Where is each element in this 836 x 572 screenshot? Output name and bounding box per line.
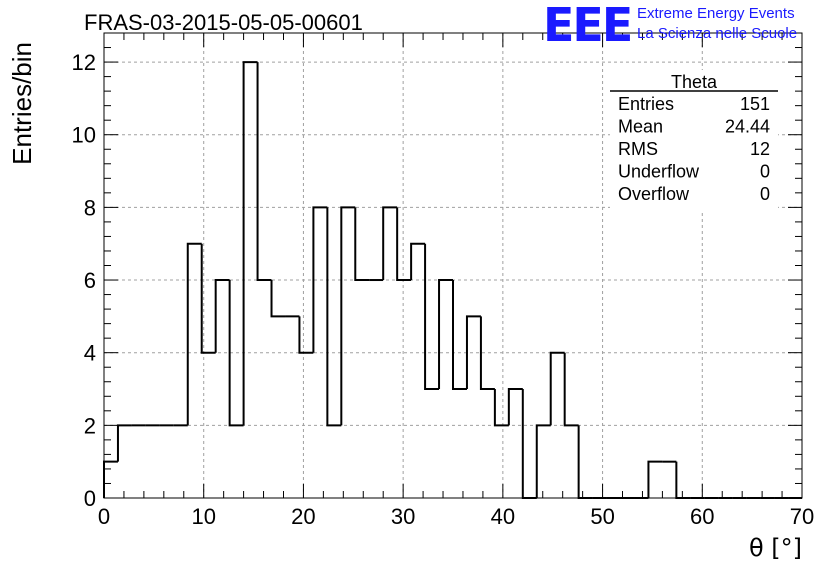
y-tick-label: 12 [72,50,96,75]
x-tick-label: 30 [391,504,415,529]
y-tick-label: 10 [72,123,96,148]
x-tick-label: 40 [491,504,515,529]
histogram-bin [493,389,509,427]
histogram-bin [675,461,691,499]
histogram-bin [479,316,495,391]
logo-subtitle-2: La Scienza nelle Scuole [637,25,798,42]
stats-row-value: 24.44 [725,117,770,137]
stats-row-value: 12 [750,139,770,159]
histogram-bin [549,351,565,426]
stats-row-label: Underflow [618,162,700,182]
stats-box-background [610,70,778,210]
histogram-bin [270,280,286,318]
histogram-bin [563,352,579,427]
stats-row-value: 0 [760,184,770,204]
y-tick-label: 2 [84,413,96,438]
x-tick-label: 10 [191,504,215,529]
histogram-bin [103,460,118,498]
x-tick-label: 70 [790,504,814,529]
stats-row-label: Mean [618,117,663,137]
histogram-bin [214,279,230,353]
histogram-bin [340,206,356,426]
histogram-bin [507,388,523,426]
histogram-bin [396,207,412,282]
y-tick-label: 0 [84,486,96,511]
histogram-bin [200,243,216,354]
stats-row-label: Overflow [618,184,690,204]
histogram-bin [438,279,453,390]
histogram-bin [354,207,370,282]
histogram-bin [465,315,481,390]
logo-subtitle-1: Extreme Energy Events [637,5,795,22]
stats-box-title: Theta [671,72,718,92]
histogram-bin [382,206,398,281]
stats-row-label: Entries [618,94,674,114]
stats-row-value: 0 [760,162,770,182]
y-tick-label: 6 [84,268,96,293]
histogram-bin [424,243,440,391]
x-tick-label: 50 [590,504,614,529]
stats-row-value: 151 [740,94,770,114]
stats-row-label: RMS [618,139,658,159]
y-tick-label: 4 [84,341,96,366]
histogram-bin [256,62,272,282]
histogram-bin [535,424,551,498]
x-tick-label: 0 [98,504,110,529]
histogram-bin [116,424,132,462]
x-tick-label: 60 [690,504,714,529]
y-axis-label: Entries/bin [7,42,37,165]
histogram-bin [312,206,328,353]
histogram-bin [228,280,244,427]
histogram-bin [410,242,426,281]
eee-logo: EEE [543,0,633,52]
histogram-bin [326,207,342,427]
x-axis-label: θ [°] [749,534,802,562]
histogram-bin [242,61,258,426]
histogram-bin [521,389,537,499]
histogram-bin [577,425,593,499]
run-title: FRAS-03-2015-05-05-00601 [84,10,363,35]
x-tick-label: 20 [291,504,315,529]
y-tick-label: 8 [84,195,96,220]
histogram-bin [186,242,202,426]
histogram-bin [298,316,314,354]
histogram-bin [452,280,467,391]
histogram-bin [647,460,663,498]
